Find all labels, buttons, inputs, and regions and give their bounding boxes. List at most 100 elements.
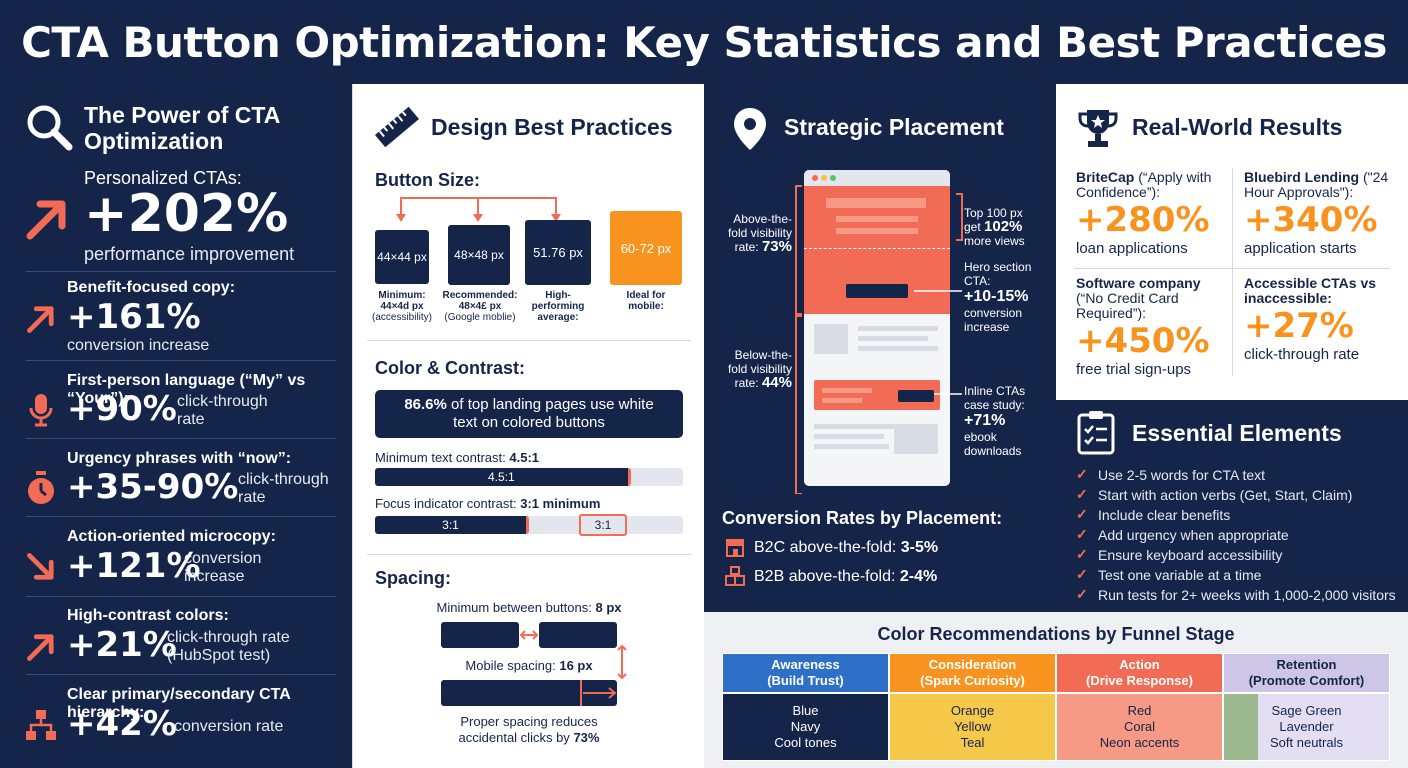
checklist-item: ✓ Ensure keyboard accessibility xyxy=(1076,546,1283,563)
spacing-note: Proper spacing reduces accidental clicks… xyxy=(458,714,600,745)
stat-desc: performance improvement xyxy=(84,244,295,264)
min-contrast-label: Minimum text contrast: 4.5:1 xyxy=(375,450,540,465)
divider xyxy=(26,596,336,597)
result-card: Software company (“No Credit Card Requir… xyxy=(1076,275,1210,379)
divider xyxy=(26,271,336,272)
funnel-stage-header: Awareness (Build Trust) xyxy=(722,653,889,693)
divider xyxy=(26,360,336,361)
funnel-stage-colors: Blue Navy Cool tones xyxy=(722,693,889,761)
stat-value: +21% xyxy=(67,625,177,665)
mobile-spacing-label: Mobile spacing: 16 px xyxy=(465,658,593,673)
stat-label: First-person language (“My” vs “Your”): xyxy=(67,372,306,407)
check-icon: ✓ xyxy=(1076,586,1088,602)
sage-swatch xyxy=(1224,694,1258,760)
checklist-item: ✓ Use 2-5 words for CTA text xyxy=(1076,466,1266,483)
funnel-stage-header: Retention (Promote Comfort) xyxy=(1223,653,1390,693)
magnifier-icon xyxy=(24,102,74,157)
placement-heading: Strategic Placement xyxy=(784,114,1004,140)
size-caption: High-performing average: xyxy=(531,290,585,323)
focus-contrast-label: Focus indicator contrast: 3:1 minimum xyxy=(375,496,601,511)
top-px-callout: Top 100 px get 102% more views xyxy=(964,206,1025,248)
button-size-title: Button Size: xyxy=(375,170,480,190)
touch-target-arrow xyxy=(580,680,617,706)
stat-label: Personalized CTAs: xyxy=(84,168,242,188)
check-icon: ✓ xyxy=(1076,486,1088,502)
stat-label: Urgency phrases with “now”: xyxy=(67,450,292,467)
stat-value: +35-90% xyxy=(67,467,239,507)
focus-contrast-track: 3:1 3:1 xyxy=(375,514,683,536)
hierarchy-icon xyxy=(24,708,58,747)
stat-label: High-contrast colors: xyxy=(67,607,229,624)
checklist-item: ✓ Start with action verbs (Get, Start, Cl… xyxy=(1076,486,1353,503)
stat-value: +90% xyxy=(67,389,177,429)
min-spacing-label: Minimum between buttons: 8 px xyxy=(436,600,622,615)
placement-panel: Strategic Placement Abo xyxy=(704,84,1056,612)
size-caption: Ideal for mobile: xyxy=(626,290,666,312)
size-connector xyxy=(396,197,561,222)
size-box-recommended: 48×48 px xyxy=(448,225,510,285)
power-heading: The Power of CTA Optimization xyxy=(84,102,280,154)
divider xyxy=(367,554,691,555)
funnel-stage-header: Consideration (Spark Curiosity) xyxy=(889,653,1056,693)
stat-desc: click-through rate xyxy=(238,471,329,506)
color-contrast-title: Color & Contrast: xyxy=(375,358,525,378)
arrow-up-right-icon xyxy=(24,302,58,341)
checklist-item: ✓ Test one variable at a time xyxy=(1076,566,1262,583)
rate-b2b: B2B above-the-fold: 2-4% xyxy=(754,568,938,585)
essentials-heading: Essential Elements xyxy=(1132,420,1342,446)
size-caption: Minimum: 44×4d px (accessibility) xyxy=(371,290,432,323)
result-card: Accessible CTAs vs inaccessible: +27% cl… xyxy=(1244,275,1377,364)
stat-label: Action-oriented microcopy: xyxy=(67,528,276,545)
size-caption: Recommended: 48×4£ px (Google moblie) xyxy=(442,290,518,323)
arrow-up-right-icon xyxy=(22,194,72,244)
funnel-stage-colors: Red Coral Neon accents xyxy=(1056,693,1223,761)
result-card: Bluebird Lending ("24 Hour Approvals"): … xyxy=(1244,169,1389,258)
stat-label: Benefit-focused copy: xyxy=(67,279,236,296)
essentials-panel: Essential Elements ✓ Use 2-5 words for CT… xyxy=(1056,400,1408,612)
stat-desc: conversion rate xyxy=(174,718,284,735)
spacing-demo-button xyxy=(539,622,617,648)
stat-value: +161% xyxy=(67,297,201,337)
checklist-item: ✓ Include clear benefits xyxy=(1076,506,1231,523)
rates-title: Conversion Rates by Placement: xyxy=(722,508,1003,528)
ruler-icon xyxy=(373,106,421,153)
check-icon: ✓ xyxy=(1076,526,1088,542)
page-mockup xyxy=(804,170,950,486)
stat-desc: conversion increase xyxy=(184,550,262,585)
focus-contrast-bar: 3:1 xyxy=(375,516,529,534)
spacing-arrow xyxy=(519,630,539,640)
trophy-icon xyxy=(1076,106,1120,155)
stat-desc: click-through rate (HubSpot test) xyxy=(167,629,290,664)
results-panel: Real-World Results BriteCap (“Apply with… xyxy=(1056,84,1408,400)
checklist-item: ✓ Run tests for 2+ weeks with 1,000-2,000… xyxy=(1076,586,1396,603)
min-contrast-bar: 4.5:1 xyxy=(375,468,631,486)
rate-b2c: B2C above-the-fold: 3-5% xyxy=(754,539,939,556)
divider xyxy=(26,438,336,439)
check-icon: ✓ xyxy=(1076,466,1088,482)
focus-indicator-box: 3:1 xyxy=(579,514,627,536)
page-header: CTA Button Optimization: Key Statistics … xyxy=(0,0,1408,84)
checklist-icon xyxy=(1076,410,1116,461)
stat-label: Clear primary/secondary CTA hierarchy: xyxy=(67,686,291,721)
inline-cta-mock xyxy=(898,390,934,402)
divider xyxy=(26,516,336,517)
stat-desc: conversion increase xyxy=(67,337,210,354)
check-icon: ✓ xyxy=(1076,506,1088,522)
store-icon xyxy=(724,536,746,563)
contrast-callout: 86.6% of top landing pages use white tex… xyxy=(375,390,683,438)
funnel-title: Color Recommendations by Funnel Stage xyxy=(877,624,1235,644)
map-pin-icon xyxy=(732,106,768,157)
building-icon xyxy=(724,565,746,592)
hero-callout: Hero section CTA: +10-15% conversion increas… xyxy=(964,260,1032,334)
stat-value: +202% xyxy=(84,184,289,244)
funnel-table: Awareness (Build Trust) Blue Navy Cool tones… xyxy=(722,653,1390,761)
design-heading: Design Best Practices xyxy=(431,114,673,140)
results-heading: Real-World Results xyxy=(1132,114,1343,140)
arrow-up-right-icon xyxy=(24,630,58,669)
result-card: BriteCap (“Apply with Confidence”): +280… xyxy=(1076,169,1212,258)
placement-brackets xyxy=(795,185,963,494)
stat-desc: click-through rate xyxy=(177,393,268,428)
size-box-minimum: 44×44 px xyxy=(375,230,429,284)
microphone-icon xyxy=(28,392,54,433)
divider xyxy=(26,674,336,675)
